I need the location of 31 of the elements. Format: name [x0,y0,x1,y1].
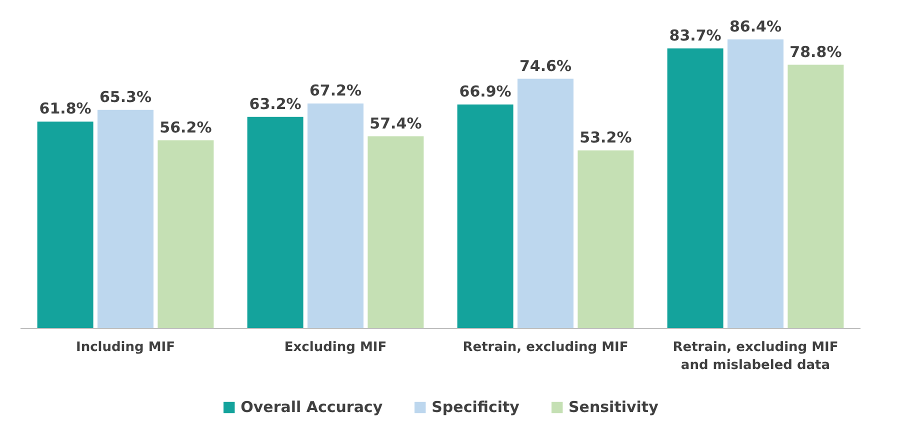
data-label: 66.9% [459,82,512,101]
data-label: 86.4% [729,17,782,36]
data-label: 53.2% [580,128,632,146]
x-tick-label: Excluding MIF [284,340,387,356]
bar [37,122,94,328]
data-label: 83.7% [669,26,722,44]
bar [368,136,424,328]
bar [667,48,724,328]
x-tick-label: Including MIF [76,340,176,356]
x-tick-label: Retrain, excluding MIF and mislabeled data [672,340,838,374]
data-label: 67.2% [309,82,362,100]
legend-label: Sensitivity [568,398,658,416]
data-label: 56.2% [160,118,212,136]
bar [578,150,634,328]
bar [518,78,574,328]
bar [98,110,154,328]
bar [308,104,364,328]
data-label: 74.6% [519,56,572,75]
bar [457,104,514,328]
data-label: 61.8% [39,100,92,118]
bar [247,116,304,328]
data-label: 78.8% [790,42,842,61]
x-tick-label: Retrain, excluding MIF [462,340,628,356]
data-label: 63.2% [249,94,302,113]
bar [788,64,844,328]
legend-label: Specificity [432,398,520,416]
legend-label: Overall Accuracy [240,398,383,416]
bar [728,39,784,328]
data-label: 57.4% [370,114,422,132]
data-label: 65.3% [99,88,152,106]
bar [158,140,214,328]
